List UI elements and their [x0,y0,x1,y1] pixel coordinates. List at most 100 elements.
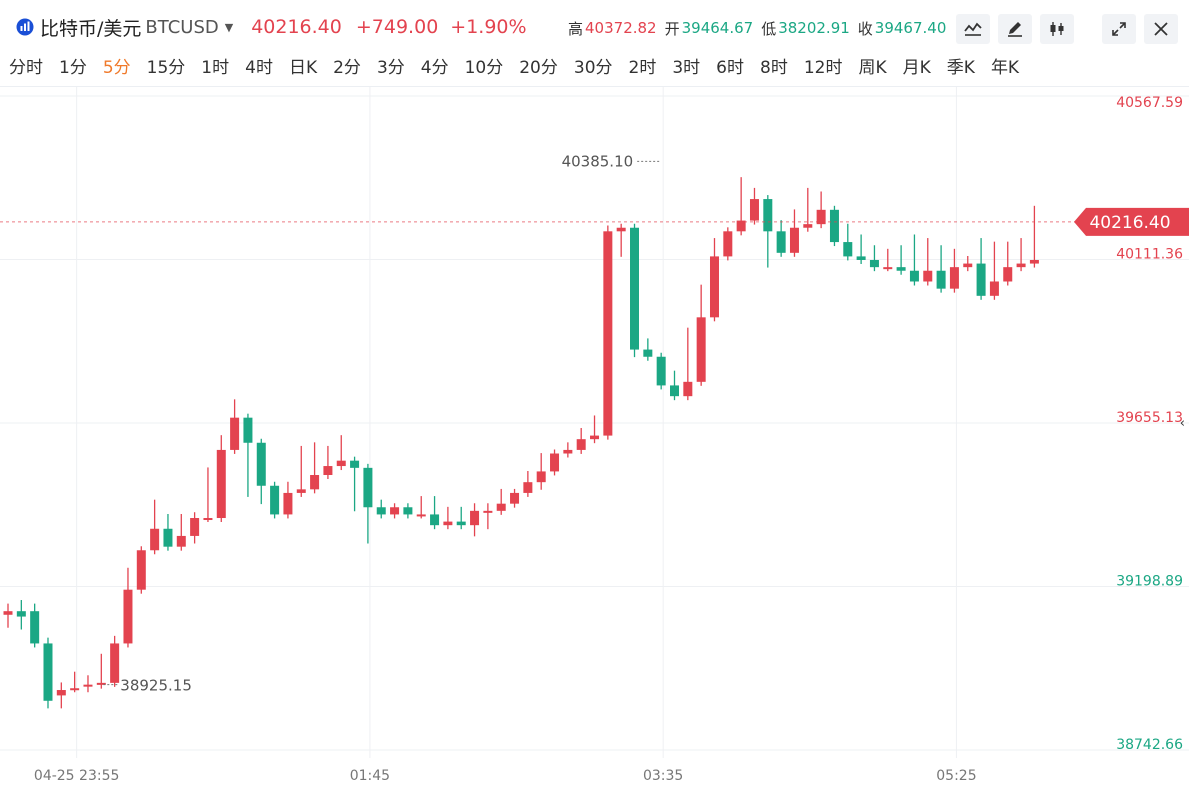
candle-body [323,466,333,476]
tab-interval[interactable]: 年K [990,57,1020,78]
candle-body [963,263,973,268]
tab-interval[interactable]: 6时 [716,57,744,78]
tab-interval[interactable]: 周K [858,57,887,78]
tab-interval[interactable]: 2时 [628,57,657,78]
candle-body [176,535,186,547]
candle-body [803,224,813,228]
candle-body [816,209,826,225]
candle-body [190,518,200,536]
candle-body [30,611,40,644]
candle-body [1003,267,1013,282]
close-button[interactable] [1144,14,1178,44]
candle-body [856,256,866,260]
candle-body [936,270,946,289]
tab-interval[interactable]: 日K [288,57,318,78]
tab-interval[interactable]: 季K [946,57,975,78]
candle-body [56,690,66,696]
chevron-down-icon[interactable]: ▼ [224,20,234,34]
candle-body [296,489,306,493]
candle-body [630,227,640,350]
x-tick-label: 01:45 [350,768,390,784]
y-tick-label: 38742.66 [1116,737,1183,753]
y-tick-label: 40567.59 [1116,95,1183,111]
x-tick-label: 03:35 [643,768,683,784]
candle-body [496,503,506,511]
candle-body [749,199,759,221]
header-divider [0,86,1189,87]
tab-interval[interactable]: 4分 [420,57,449,78]
pencil-icon [1008,22,1022,37]
x-tick-label: 05:25 [936,768,976,784]
tab-interval[interactable]: 5分 [102,57,131,78]
tab-interval[interactable]: 3分 [376,57,405,78]
candle-body [110,643,120,683]
candle-body [456,521,466,526]
tab-interval[interactable]: 10分 [464,57,504,78]
candlestick-button[interactable] [1040,14,1074,44]
candle-body [829,209,839,243]
candle-body [883,267,893,270]
tab-interval[interactable]: 3时 [672,57,701,78]
candle-body [1016,263,1026,268]
tab-interval[interactable]: 2分 [333,57,361,78]
candle-body [923,270,933,282]
candle-body [310,475,320,490]
candle-body [416,514,426,517]
tab-interval[interactable]: 20分 [519,57,558,78]
window-controls [1102,14,1178,44]
candle-body [550,453,560,472]
tab-interval[interactable]: 12时 [803,57,843,78]
candle-body [443,521,453,526]
tab-interval[interactable]: 1时 [201,57,230,78]
candle-body [590,435,600,440]
tab-interval[interactable]: 月K [902,57,931,78]
candle-body [350,460,360,468]
candle-body [523,482,533,493]
line-chart-button[interactable] [956,14,990,44]
y-tick-label: 39655.13 [1116,410,1183,426]
candle-body [43,643,53,701]
symbol-logo-icon [16,18,34,36]
high-value: 40372.82 [585,19,657,37]
candle-body [603,231,613,436]
candle-body [256,442,266,486]
candlestick-chart[interactable]: 40567.59 40111.36 39655.13 39198.89 38742.66… [0,87,1189,789]
candle-body [869,259,879,268]
tab-interval[interactable]: 15分 [146,57,186,78]
candle-body [3,611,13,615]
candle-body [989,281,999,296]
price-change-pct: +1.90% [450,16,527,38]
candle-body [376,507,386,515]
symbol-code[interactable]: BTCUSD [145,16,219,38]
candle-body [736,220,746,232]
candle-body [203,518,213,521]
candle-body [563,449,573,454]
close-label: 收 [857,19,873,38]
max-label: 40385.10 [562,152,634,170]
tab-interval[interactable]: 分时 [9,57,43,78]
expand-icon [1112,22,1126,36]
candle-body [70,688,80,691]
candle-body [123,589,133,644]
interval-tabs: 分时 1分 5分 15分 1时 4时 日K 2分 3分 4分 10分 20分 30分 2时 3时 6时 8时 12… [0,50,1026,80]
candle-body [616,227,626,232]
high-label: 高 [568,19,584,38]
expand-button[interactable] [1102,14,1136,44]
draw-button[interactable] [998,14,1032,44]
candle-body [643,349,653,357]
candle-body [976,263,986,296]
tab-interval[interactable]: 30分 [573,57,613,78]
low-label: 低 [761,19,777,38]
tool-group [956,14,1074,44]
candle-body [270,485,280,515]
open-label: 开 [664,19,680,38]
candle-body [150,528,160,551]
candle-body [390,507,400,515]
candle-body [536,471,546,483]
tab-interval[interactable]: 1分 [59,57,87,78]
symbol-name[interactable]: 比特币/美元 [40,17,142,40]
low-value: 38202.91 [778,19,850,37]
y-tick-label: 39198.89 [1116,574,1183,590]
tab-interval[interactable]: 4时 [245,57,273,78]
tab-interval[interactable]: 8时 [760,57,788,78]
